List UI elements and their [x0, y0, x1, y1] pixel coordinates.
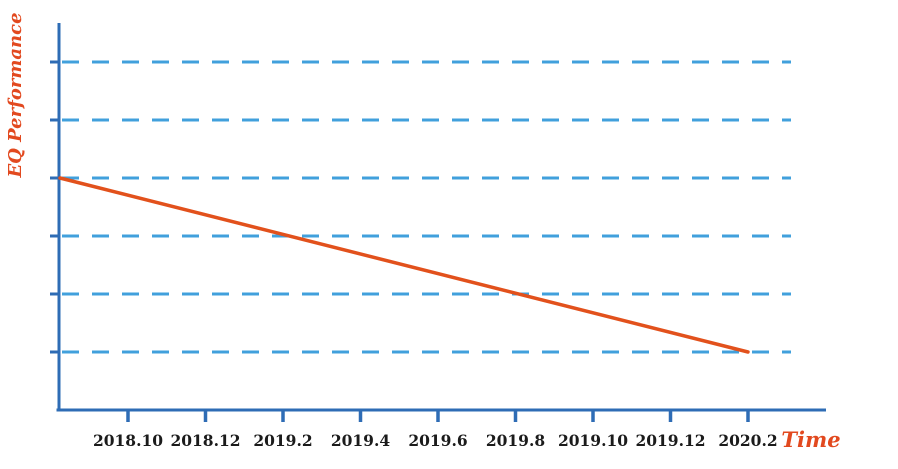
x-tick-label: 2020.2 [718, 431, 777, 450]
gridlines-layer [50, 60, 791, 354]
x-tick-label: 2018.10 [93, 431, 163, 450]
series-line [58, 176, 750, 354]
axes-layer [56, 23, 826, 412]
x-tick-label: 2018.12 [170, 431, 240, 450]
x-tick-label: 2019.12 [635, 431, 705, 450]
y-axis-label: EQ Performance [5, 12, 26, 178]
x-tick-label: 2019.6 [408, 431, 467, 450]
x-tick-label: 2019.2 [253, 431, 312, 450]
x-tick-label: 2019.4 [331, 431, 391, 450]
series-line-layer [58, 176, 750, 354]
x-tick-label: 2019.10 [558, 431, 628, 450]
x-axis-label: Time [781, 427, 840, 452]
x-tick-label: 2019.8 [486, 431, 545, 450]
x-tick-labels-layer: 2018.10 2018.12 2019.2 2019.4 2019.6 2019.8 20… [93, 411, 778, 450]
